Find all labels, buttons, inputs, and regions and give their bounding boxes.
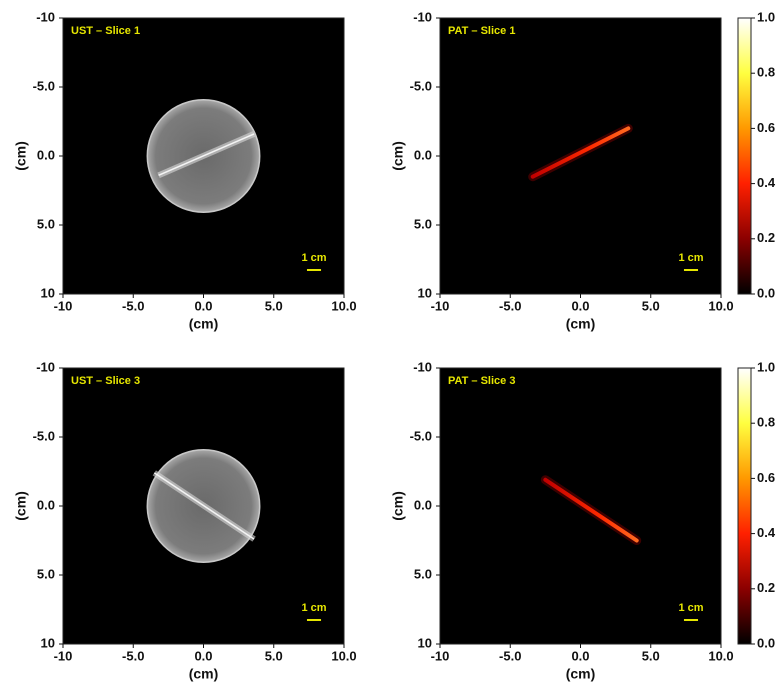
x-tick-label: 10.0 (331, 648, 356, 663)
x-tick-label: 10.0 (708, 298, 733, 313)
y-tick-label: 0.0 (414, 147, 432, 162)
colorbar (738, 18, 751, 294)
colorbar-tick-label: 1.0 (757, 359, 775, 374)
scale-bar-label: 1 cm (301, 602, 326, 614)
colorbar-tick-label: 0.6 (757, 470, 775, 485)
x-tick-label: 5.0 (265, 298, 283, 313)
x-tick-label: 0.0 (571, 648, 589, 663)
x-axis-label: (cm) (189, 666, 219, 682)
x-tick-label: -5.0 (499, 648, 521, 663)
y-axis-label: (cm) (13, 491, 29, 521)
x-tick-label: -5.0 (122, 648, 144, 663)
y-tick-label: 5.0 (37, 216, 55, 231)
y-tick-label: 10 (418, 285, 432, 300)
y-axis-label: (cm) (13, 141, 29, 171)
y-tick-label: -5.0 (410, 78, 432, 93)
y-tick-label: -5.0 (33, 78, 55, 93)
colorbar-tick-label: 0.2 (757, 580, 775, 595)
y-tick-label: -10 (36, 9, 55, 24)
x-tick-label: 5.0 (642, 648, 660, 663)
colorbar-tick-label: 0.0 (757, 635, 775, 650)
x-tick-label: -10 (54, 648, 73, 663)
y-tick-label: -10 (413, 359, 432, 374)
colorbar-tick-label: 0.8 (757, 65, 775, 80)
panel-title: PAT – Slice 3 (448, 375, 515, 387)
y-tick-label: 5.0 (414, 566, 432, 581)
x-axis-label: (cm) (566, 316, 596, 332)
y-tick-label: 0.0 (37, 147, 55, 162)
y-tick-label: -10 (36, 359, 55, 374)
panel-title: UST – Slice 3 (71, 375, 140, 387)
colorbar-tick-label: 0.4 (757, 525, 776, 540)
y-tick-label: 0.0 (414, 497, 432, 512)
y-tick-label: 10 (41, 285, 55, 300)
y-tick-label: -5.0 (33, 428, 55, 443)
x-tick-label: -10 (54, 298, 73, 313)
colorbar-tick-label: 0.0 (757, 285, 775, 300)
scale-bar-label: 1 cm (678, 602, 703, 614)
x-tick-label: 0.0 (571, 298, 589, 313)
image-content (147, 450, 259, 562)
colorbar-tick-label: 1.0 (757, 9, 775, 24)
x-tick-label: -10 (431, 648, 450, 663)
scale-bar-label: 1 cm (301, 252, 326, 264)
y-tick-label: 0.0 (37, 497, 55, 512)
y-tick-label: 5.0 (414, 216, 432, 231)
x-tick-label: 10.0 (708, 648, 733, 663)
x-tick-label: 10.0 (331, 298, 356, 313)
y-axis-label: (cm) (390, 491, 406, 521)
panel-title: UST – Slice 1 (71, 25, 140, 37)
y-tick-label: 10 (41, 635, 55, 650)
colorbar-tick-label: 0.2 (757, 230, 775, 245)
y-tick-label: -5.0 (410, 428, 432, 443)
x-axis-label: (cm) (189, 316, 219, 332)
x-tick-label: 5.0 (265, 648, 283, 663)
x-tick-label: 5.0 (642, 298, 660, 313)
x-tick-label: -5.0 (499, 298, 521, 313)
colorbar-tick-label: 0.6 (757, 120, 775, 135)
colorbar-tick-label: 0.8 (757, 415, 775, 430)
y-axis-label: (cm) (390, 141, 406, 171)
y-tick-label: 10 (418, 635, 432, 650)
x-tick-label: 0.0 (194, 648, 212, 663)
y-tick-label: -10 (413, 9, 432, 24)
x-tick-label: -5.0 (122, 298, 144, 313)
y-tick-label: 5.0 (37, 566, 55, 581)
x-tick-label: -10 (431, 298, 450, 313)
colorbar-tick-label: 0.4 (757, 175, 776, 190)
figure: UST – Slice 1 1 cm -10 -5.0 0.0 5.0 10.0 10 5.0 0… (0, 0, 779, 692)
panel-title: PAT – Slice 1 (448, 25, 515, 37)
page: {"chart_data": [ {"type": "image", "titl… (0, 0, 779, 692)
x-axis-label: (cm) (566, 666, 596, 682)
scale-bar-label: 1 cm (678, 252, 703, 264)
colorbar (738, 368, 751, 644)
x-tick-label: 0.0 (194, 298, 212, 313)
image-content (147, 100, 259, 212)
